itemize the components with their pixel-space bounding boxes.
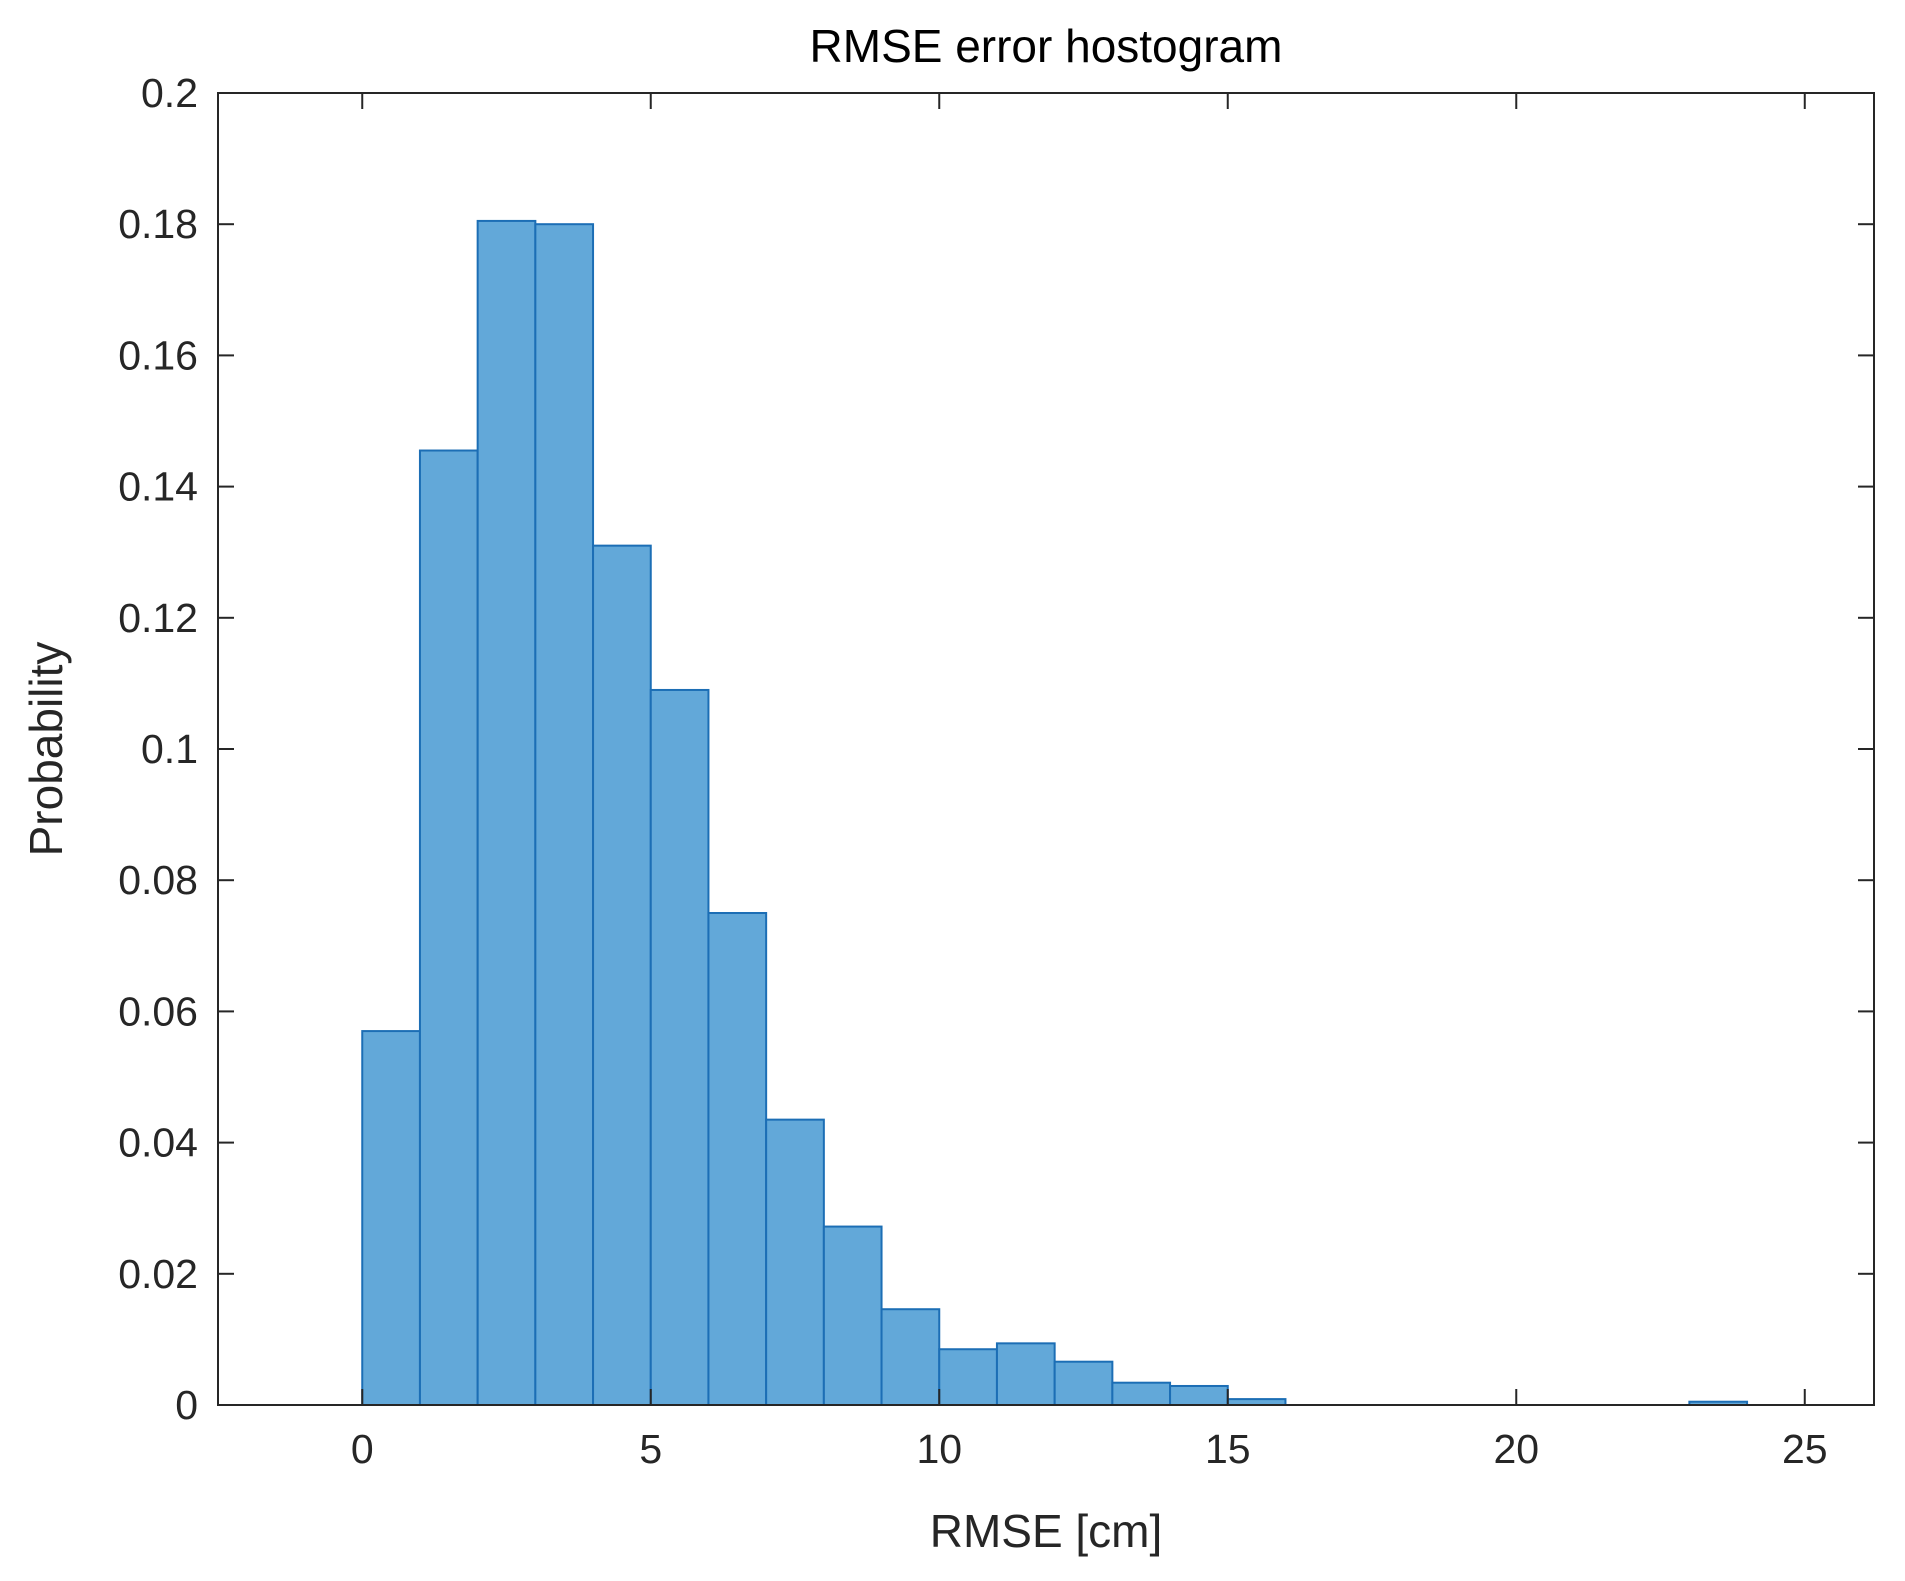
y-tick-label: 0.14 — [118, 464, 198, 510]
histogram-bar — [995, 1342, 1056, 1406]
x-tick-labels: 0 5 10 15 20 25 — [351, 1426, 1828, 1472]
y-tick-label: 0.12 — [118, 595, 198, 641]
histogram-bar — [592, 544, 652, 1406]
histogram-bar — [476, 219, 537, 1406]
y-tick-label: 0.08 — [118, 857, 198, 903]
bars-group — [361, 219, 1749, 1407]
y-tick-label: 0 — [175, 1382, 198, 1428]
y-tick-label: 0.2 — [141, 70, 198, 116]
y-tick-label: 0.16 — [118, 332, 198, 378]
histogram-bar — [1169, 1384, 1229, 1406]
histogram-bar — [361, 1030, 421, 1406]
y-axis-title: Probability — [20, 642, 72, 857]
ticks-group — [218, 92, 1874, 1406]
histogram-bar — [1111, 1381, 1172, 1406]
histogram-bar — [765, 1118, 825, 1406]
chart-title: RMSE error hostogram — [810, 20, 1283, 72]
y-tick-label: 0.06 — [118, 988, 198, 1034]
histogram-bar — [1053, 1360, 1114, 1406]
histogram-bar — [707, 912, 768, 1406]
x-tick-label: 15 — [1205, 1426, 1251, 1472]
histogram-bar — [534, 223, 595, 1407]
x-tick-label: 20 — [1493, 1426, 1539, 1472]
histogram-bar — [880, 1308, 941, 1406]
x-tick-label: 10 — [916, 1426, 962, 1472]
x-tick-label: 25 — [1782, 1426, 1828, 1472]
x-tick-label: 5 — [639, 1426, 662, 1472]
y-tick-label: 0.02 — [118, 1251, 198, 1297]
y-tick-label: 0.04 — [118, 1120, 198, 1166]
histogram-bar — [649, 688, 710, 1406]
x-axis-title: RMSE [cm] — [930, 1505, 1163, 1557]
histogram-bar — [938, 1348, 998, 1406]
y-tick-label: 0.1 — [141, 726, 198, 772]
y-tick-label: 0.18 — [118, 201, 198, 247]
x-tick-label: 0 — [351, 1426, 374, 1472]
histogram-bar — [822, 1225, 883, 1406]
histogram-bar — [418, 449, 479, 1406]
y-tick-labels: 0 0.02 0.04 0.06 0.08 0.1 0.12 0.14 0.16 0.18 0.2 — [118, 70, 198, 1428]
